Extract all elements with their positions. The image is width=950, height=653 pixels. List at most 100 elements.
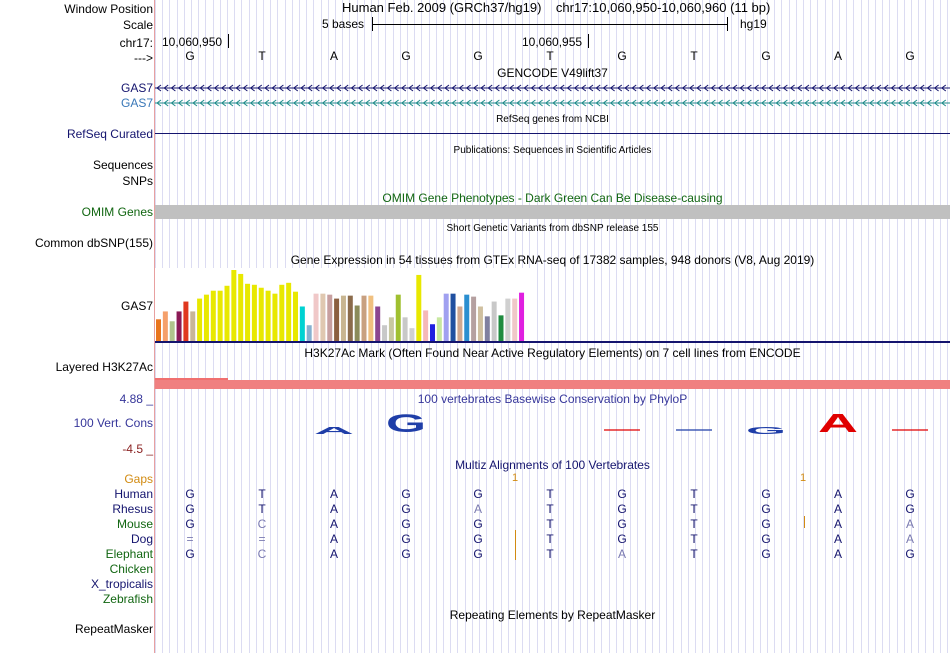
gtex-tissue-bar	[327, 294, 333, 341]
gencode-transcript-2[interactable]	[155, 97, 950, 109]
alignment-base: G	[617, 502, 627, 516]
grid-line	[904, 0, 905, 653]
strand-chevron	[573, 99, 579, 107]
gtex-tissue-bar	[293, 291, 298, 341]
strand-chevron	[501, 99, 507, 107]
gtex-gene-label[interactable]: GAS7	[120, 299, 153, 313]
omim-title[interactable]: OMIM Gene Phenotypes - Dark Green Can Be…	[382, 191, 723, 205]
gtex-tissue-bar	[395, 294, 401, 341]
alignment-base: G	[761, 487, 771, 501]
publications-sequences-label[interactable]: Sequences	[92, 158, 153, 172]
strand-chevron	[184, 99, 191, 107]
species-label[interactable]: Chicken	[109, 562, 153, 576]
phylop-title[interactable]: 100 vertebrates Basewise Conservation by…	[417, 392, 688, 406]
chrom-label: chr17:	[119, 36, 153, 50]
strand-chevron	[357, 84, 363, 92]
alignment-base: T	[690, 517, 698, 531]
strand-chevron	[768, 84, 774, 92]
publications-snps-label[interactable]: SNPs	[122, 174, 153, 188]
refseq-transcript-line[interactable]	[155, 133, 950, 134]
alignment-base: C	[257, 517, 267, 531]
grid-line	[753, 0, 754, 653]
gtex-tissue-bar	[471, 296, 477, 341]
species-label[interactable]: Zebrafish	[102, 592, 153, 606]
alignment-base: G	[761, 547, 771, 561]
gtex-title[interactable]: Gene Expression in 54 tissues from GTEx …	[290, 253, 815, 267]
alignment-base: G	[401, 547, 411, 561]
h3k27ac-label[interactable]: Layered H3K27Ac	[55, 360, 153, 374]
omim-label[interactable]: OMIM Genes	[81, 205, 153, 219]
multiz-title[interactable]: Multiz Alignments of 100 Vertebrates	[455, 458, 650, 472]
species-label[interactable]: Elephant	[105, 547, 153, 561]
strand-chevron	[883, 99, 889, 107]
species-label[interactable]: Dog	[130, 532, 153, 546]
phylop-base-letter: A	[314, 426, 354, 437]
h3k27ac-title[interactable]: H3K27Ac Mark (Often Found Near Active Re…	[304, 346, 801, 360]
gtex-bar-chart[interactable]	[155, 268, 535, 341]
strand-chevron	[667, 84, 673, 92]
grid-line	[623, 0, 624, 653]
gencode-gene-label-2[interactable]: GAS7	[120, 96, 153, 110]
strand-chevron	[372, 99, 378, 107]
strand-chevron	[300, 99, 306, 107]
grid-line	[601, 0, 602, 653]
reference-base: T	[546, 49, 554, 63]
strand-chevron	[415, 99, 421, 107]
alignment-base: T	[546, 532, 554, 546]
strand-chevron	[242, 99, 248, 107]
grid-line	[616, 0, 617, 653]
strand-chevron	[156, 99, 162, 107]
strand-chevron	[681, 99, 687, 107]
strand-chevron	[566, 84, 572, 92]
strand-chevron	[552, 99, 558, 107]
strand-chevron	[609, 99, 615, 107]
strand-chevron	[645, 84, 651, 92]
species-label[interactable]: X_tropicalis	[90, 577, 153, 591]
strand-chevron	[840, 99, 846, 107]
strand-chevron	[314, 84, 320, 92]
phylop-label[interactable]: 100 Vert. Cons	[73, 416, 153, 430]
h3k27ac-signal[interactable]	[155, 380, 950, 389]
strand-chevron	[703, 99, 709, 107]
strand-chevron	[451, 99, 457, 107]
alignment-base: A	[329, 532, 338, 546]
publications-title[interactable]: Publications: Sequences in Scientific Ar…	[453, 145, 652, 156]
strand-chevron	[465, 84, 471, 92]
repeatmasker-title[interactable]: Repeating Elements by RepeatMasker	[449, 608, 656, 622]
strand-chevron	[516, 99, 522, 107]
gencode-transcript-1[interactable]	[155, 82, 950, 94]
alignment-base: G	[617, 532, 627, 546]
gencode-gene-label-1[interactable]: GAS7	[120, 81, 153, 95]
reference-base: G	[401, 49, 411, 63]
strand-chevron	[868, 84, 875, 92]
refseq-title[interactable]: RefSeq genes from NCBI	[496, 114, 609, 125]
strand-chevron	[364, 99, 371, 107]
strand-chevron	[724, 84, 731, 92]
assembly-title: Human Feb. 2009 (GRCh37/hg19) chr17:10,0…	[342, 0, 770, 15]
refseq-label[interactable]: RefSeq Curated	[66, 127, 153, 141]
dbsnp-label[interactable]: Common dbSNP(155)	[34, 236, 153, 250]
alignment-base: G	[185, 487, 195, 501]
strand-chevron	[300, 84, 306, 92]
strand-chevron	[458, 84, 464, 92]
strand-chevron	[847, 84, 853, 92]
dbsnp-title[interactable]: Short Genetic Variants from dbSNP releas…	[446, 223, 659, 234]
species-label[interactable]: Mouse	[116, 517, 153, 531]
gencode-title[interactable]: GENCODE V49lift37	[497, 66, 608, 80]
strand-chevron	[688, 99, 695, 107]
repeatmasker-label[interactable]: RepeatMasker	[74, 622, 153, 636]
strand-chevron	[508, 99, 515, 107]
alignment-base: A	[833, 517, 842, 531]
grid-line	[832, 0, 833, 653]
strand-chevron	[897, 99, 903, 107]
omim-gene-bar[interactable]	[155, 205, 950, 219]
alignment-base: A	[833, 547, 842, 561]
species-label[interactable]: Rhesus	[112, 502, 153, 516]
gtex-tissue-bar	[512, 298, 518, 341]
grid-line	[666, 0, 667, 653]
species-label[interactable]: Human	[114, 487, 153, 501]
strand-chevron	[206, 99, 212, 107]
strand-chevron	[796, 84, 803, 92]
alignment-base: G	[185, 517, 195, 531]
